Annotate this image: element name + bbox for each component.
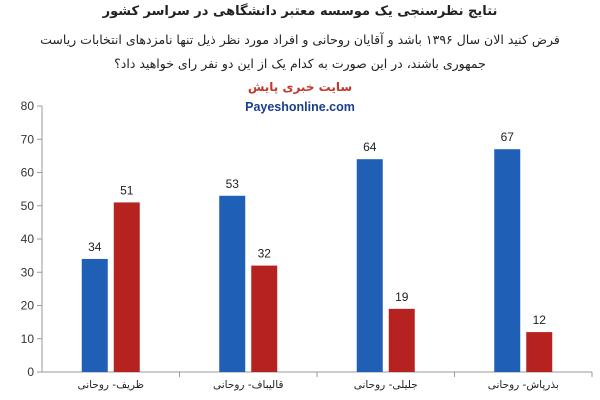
data-label: 12 (533, 313, 547, 327)
data-label: 53 (226, 177, 240, 191)
y-tick-label: 70 (21, 132, 35, 146)
x-tick-label: قالیباف- روحانی (213, 379, 283, 391)
site-url: Payeshonline.com (245, 100, 355, 114)
y-tick-label: 60 (21, 166, 35, 180)
y-tick-label: 0 (27, 365, 34, 379)
data-label: 34 (88, 240, 102, 254)
bar (219, 195, 246, 372)
y-tick-label: 20 (21, 299, 35, 313)
bar (81, 258, 108, 372)
y-tick-label: 80 (21, 99, 35, 113)
bar (494, 149, 521, 372)
data-label: 19 (395, 290, 409, 304)
question-line-1: فرض کنید الان سال ۱۳۹۶ باشد و آقایان روح… (40, 32, 560, 47)
question-line-2: جمهوری باشند، در این صورت به کدام یک از … (114, 56, 486, 71)
y-tick-label: 10 (21, 332, 35, 346)
data-label: 64 (363, 140, 377, 154)
bar (113, 202, 140, 372)
x-tick-label: بذرپاش- روحانی (488, 379, 559, 391)
bar (251, 265, 278, 372)
x-tick-label: ظریف- روحانی (77, 379, 144, 391)
source-label: سایت خبری پایش (247, 80, 353, 94)
bar (526, 332, 553, 372)
bar (356, 159, 383, 372)
data-label: 51 (120, 183, 134, 197)
y-tick-label: 50 (21, 199, 35, 213)
y-tick-label: 30 (21, 265, 35, 279)
bar (388, 308, 415, 372)
y-tick-label: 40 (21, 232, 35, 246)
data-label: 32 (258, 247, 272, 261)
data-label: 67 (501, 130, 515, 144)
chart-title: نتایج نظرسنجی یک موسسه معتبر دانشگاهی در… (102, 4, 498, 19)
x-tick-label: جلیلی- روحانی (354, 379, 418, 391)
